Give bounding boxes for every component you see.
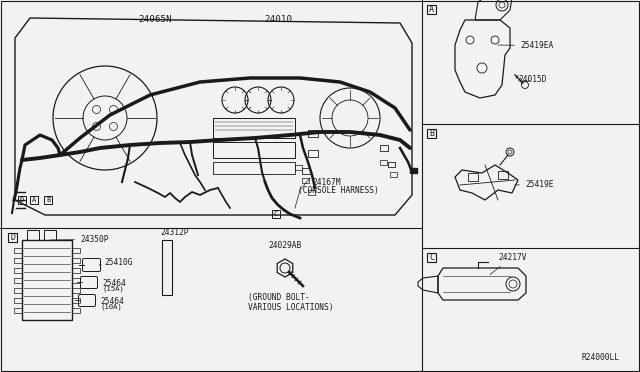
Bar <box>213 142 295 158</box>
Bar <box>162 240 172 295</box>
Text: 24217V: 24217V <box>490 253 527 274</box>
Text: (CONSOLE HARNESS): (CONSOLE HARNESS) <box>298 186 379 195</box>
Bar <box>427 129 436 138</box>
Bar <box>44 230 56 240</box>
Bar <box>72 268 80 273</box>
Text: 24065N: 24065N <box>138 15 172 24</box>
Bar <box>14 278 22 283</box>
Text: B: B <box>429 129 434 138</box>
Text: (10A): (10A) <box>100 303 122 310</box>
Bar <box>72 258 80 263</box>
Bar <box>72 278 80 283</box>
Bar <box>427 5 436 14</box>
Bar <box>72 298 80 303</box>
Text: D: D <box>10 233 15 242</box>
Text: (15A): (15A) <box>102 285 124 292</box>
Text: 24015D: 24015D <box>518 75 547 84</box>
Bar <box>8 233 17 242</box>
Bar <box>308 190 315 195</box>
Text: 25410G: 25410G <box>99 258 132 267</box>
Text: 25464: 25464 <box>102 279 125 288</box>
Text: 24167M: 24167M <box>312 178 340 187</box>
Bar <box>14 308 22 313</box>
Bar <box>72 248 80 253</box>
Text: VARIOUS LOCATIONS): VARIOUS LOCATIONS) <box>248 303 333 312</box>
Bar <box>27 230 39 240</box>
Text: 25419E: 25419E <box>515 180 554 189</box>
Text: C: C <box>274 211 278 217</box>
Text: D: D <box>20 197 24 203</box>
Bar <box>308 130 318 137</box>
Text: A: A <box>429 5 434 14</box>
Text: 24312P: 24312P <box>160 228 189 237</box>
Text: A: A <box>32 197 36 203</box>
Bar <box>14 268 22 273</box>
Bar <box>380 160 387 165</box>
Bar <box>308 150 318 157</box>
Bar <box>390 172 397 177</box>
Bar <box>302 178 309 183</box>
Bar <box>72 308 80 313</box>
Bar <box>410 168 417 173</box>
Bar <box>18 196 26 204</box>
Bar <box>272 210 280 218</box>
Bar <box>14 258 22 263</box>
Text: 24350P: 24350P <box>50 235 109 244</box>
Bar <box>30 196 38 204</box>
Text: (GROUND BOLT-: (GROUND BOLT- <box>248 293 310 302</box>
Text: 25419EA: 25419EA <box>498 41 553 50</box>
Bar <box>44 196 52 204</box>
Text: R24000LL: R24000LL <box>582 353 620 362</box>
Bar <box>468 173 478 181</box>
Bar <box>14 288 22 293</box>
Bar <box>427 253 436 262</box>
Text: B: B <box>46 197 50 203</box>
Bar <box>22 240 72 320</box>
Text: C: C <box>429 253 434 262</box>
Bar <box>388 162 395 167</box>
Bar <box>72 288 80 293</box>
Bar <box>380 145 388 151</box>
Bar <box>498 171 508 179</box>
Bar <box>14 298 22 303</box>
Bar <box>213 118 295 138</box>
Text: 24010: 24010 <box>264 15 292 24</box>
Text: 25464: 25464 <box>100 297 124 306</box>
Bar <box>14 248 22 253</box>
Text: 24029AB: 24029AB <box>268 241 301 250</box>
Bar <box>213 162 295 174</box>
Bar <box>302 168 310 174</box>
Bar <box>295 165 302 170</box>
